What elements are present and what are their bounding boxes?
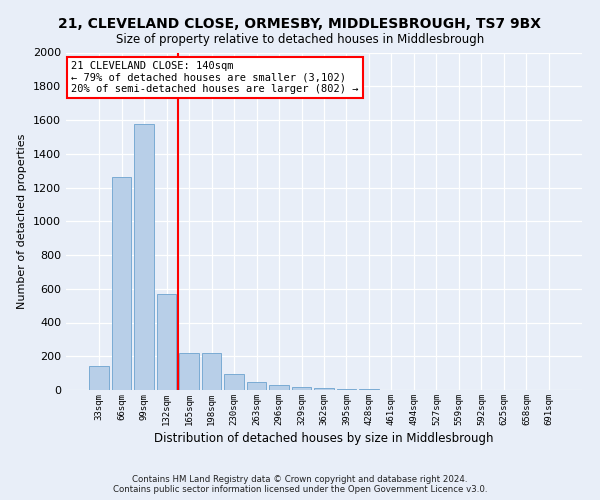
Bar [202, 353, 221, 390]
Text: 21, CLEVELAND CLOSE, ORMESBY, MIDDLESBROUGH, TS7 9BX: 21, CLEVELAND CLOSE, ORMESBY, MIDDLESBRO… [59, 18, 542, 32]
Bar [112, 176, 131, 390]
Bar [224, 374, 244, 390]
Text: Contains HM Land Registry data © Crown copyright and database right 2024.
Contai: Contains HM Land Registry data © Crown c… [113, 474, 487, 494]
Bar [179, 353, 199, 390]
Bar [157, 294, 176, 390]
Bar [314, 388, 334, 390]
Bar [247, 382, 266, 390]
Bar [134, 124, 154, 390]
Bar [292, 387, 311, 390]
Y-axis label: Number of detached properties: Number of detached properties [17, 134, 28, 309]
Text: 21 CLEVELAND CLOSE: 140sqm
← 79% of detached houses are smaller (3,102)
20% of s: 21 CLEVELAND CLOSE: 140sqm ← 79% of deta… [71, 61, 359, 94]
Bar [269, 386, 289, 390]
Bar [337, 389, 356, 390]
Bar [89, 366, 109, 390]
X-axis label: Distribution of detached houses by size in Middlesbrough: Distribution of detached houses by size … [154, 432, 494, 445]
Text: Size of property relative to detached houses in Middlesbrough: Size of property relative to detached ho… [116, 32, 484, 46]
